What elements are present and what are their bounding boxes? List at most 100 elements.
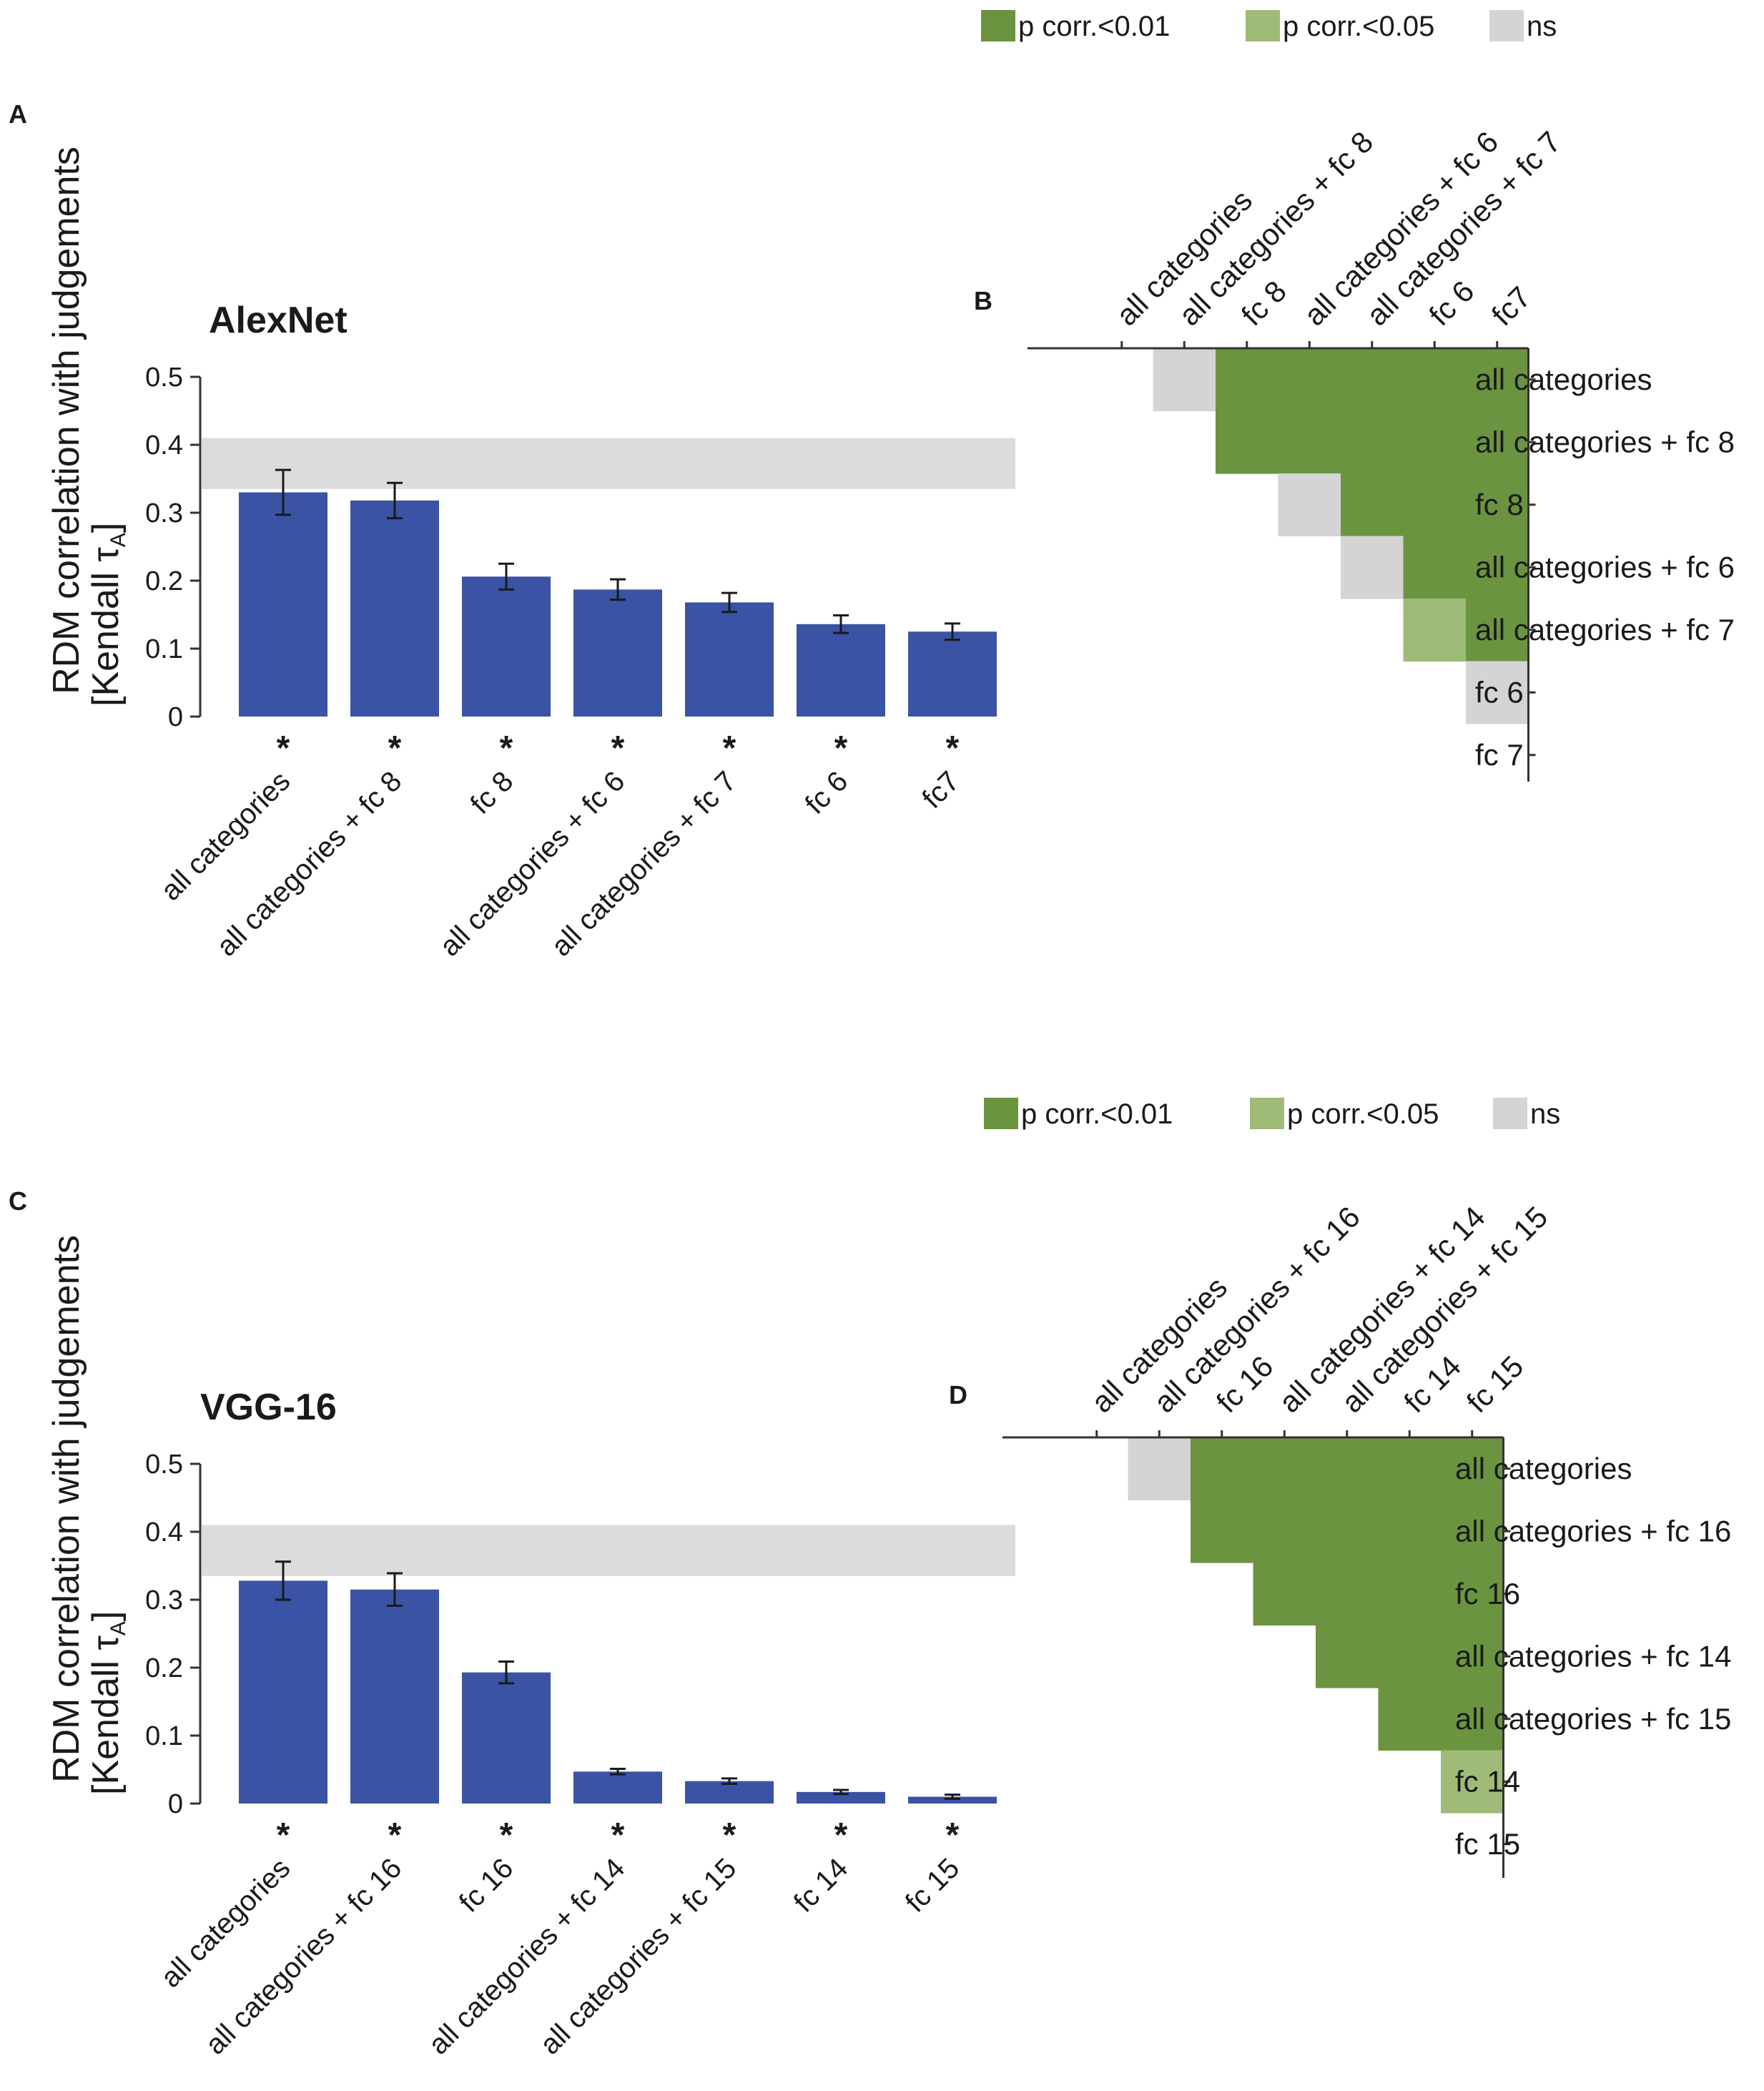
y-axis-label-units: [Kendall τA] bbox=[85, 1611, 130, 1795]
matrix-cell bbox=[1466, 661, 1529, 724]
noise-ceiling-band bbox=[202, 438, 1015, 489]
y-tick-label: 0.2 bbox=[145, 1653, 183, 1683]
matrix-row-label: all categories + fc 14 bbox=[1455, 1639, 1731, 1673]
matrix-row-label: all categories + fc 6 bbox=[1475, 550, 1735, 584]
y-axis-units-text: [Kendall τ bbox=[85, 547, 127, 707]
matrix-cell bbox=[1253, 1500, 1316, 1563]
legend-label: p corr.<0.05 bbox=[1287, 1098, 1439, 1130]
significance-star: * bbox=[611, 1816, 625, 1854]
legend-swatch bbox=[984, 1098, 1018, 1129]
matrix-cell bbox=[1191, 1500, 1254, 1563]
matrix-column-label: fc7 bbox=[1485, 280, 1537, 333]
matrix-row-label: fc 15 bbox=[1455, 1827, 1520, 1861]
x-tick-label: all categories + fc 8 bbox=[211, 765, 408, 963]
y-tick-label: 0.4 bbox=[145, 1517, 183, 1548]
x-tick-label: all categories + fc 6 bbox=[434, 765, 631, 963]
matrix-cell bbox=[1341, 348, 1404, 412]
panel-letter: A bbox=[9, 99, 27, 129]
significance-star: * bbox=[723, 1816, 736, 1854]
chart-title: VGG-16 bbox=[200, 1387, 337, 1428]
y-tick-label: 0 bbox=[168, 702, 183, 732]
matrix-cell bbox=[1441, 1688, 1504, 1751]
matrix-cell bbox=[1316, 1625, 1379, 1688]
significance-matrix-b: Bp corr.<0.01 p corr.<0.05 ns all categorie… bbox=[974, 10, 1735, 782]
matrix-cell bbox=[1466, 473, 1529, 537]
matrix-cell bbox=[1441, 1500, 1504, 1563]
matrix-row-label: all categories + fc 8 bbox=[1475, 425, 1735, 458]
y-axis-label-units: [Kendall τA] bbox=[85, 523, 130, 707]
x-tick-label: fc 6 bbox=[799, 765, 854, 820]
legend-label: ns bbox=[1530, 1098, 1560, 1130]
x-tick-label: all categories + fc 14 bbox=[423, 1852, 631, 2060]
x-tick-label: fc 8 bbox=[465, 765, 520, 820]
panel-letter: D bbox=[949, 1380, 967, 1409]
matrix-cell bbox=[1278, 410, 1341, 474]
matrix-cell bbox=[1216, 410, 1279, 474]
bar bbox=[239, 492, 327, 717]
matrix-row-label: all categories + fc 7 bbox=[1475, 613, 1735, 646]
matrix-cell bbox=[1253, 1563, 1316, 1626]
matrix-cell bbox=[1378, 1563, 1442, 1626]
legend-swatch bbox=[981, 10, 1015, 41]
significance-star: * bbox=[611, 729, 625, 767]
significance-star: * bbox=[834, 1816, 848, 1854]
matrix-cell bbox=[1378, 1625, 1442, 1688]
legend-label: p corr.<0.01 bbox=[1018, 11, 1170, 42]
bar bbox=[797, 1791, 885, 1804]
bar-chart-c: C VGG-16 0 0.1 0.2 0.3 0.4 0.5 RDM correlation w… bbox=[9, 1186, 1015, 2061]
matrix-cell bbox=[1466, 536, 1529, 599]
significance-star: * bbox=[500, 729, 513, 767]
y-axis-units-subscript: A bbox=[107, 1621, 130, 1635]
matrix-cell bbox=[1441, 1437, 1504, 1501]
x-tick-label: fc 14 bbox=[788, 1852, 854, 1918]
legend-label: p corr.<0.05 bbox=[1283, 11, 1434, 42]
matrix-cell bbox=[1278, 348, 1341, 412]
significance-star: * bbox=[500, 1816, 513, 1854]
legend-swatch bbox=[1493, 1098, 1527, 1129]
y-tick-label: 0 bbox=[168, 1789, 183, 1819]
bar bbox=[797, 624, 885, 717]
matrix-cell bbox=[1316, 1563, 1379, 1626]
bar bbox=[350, 1589, 439, 1804]
matrix-cell bbox=[1316, 1437, 1379, 1501]
matrix-row-label: all categories + fc 16 bbox=[1455, 1514, 1731, 1548]
y-tick-label: 0.3 bbox=[145, 1585, 183, 1615]
y-tick-label: 0.5 bbox=[145, 1450, 183, 1480]
matrix-row-label: fc 16 bbox=[1455, 1577, 1520, 1610]
matrix-cell bbox=[1316, 1500, 1379, 1563]
matrix-cell bbox=[1441, 1563, 1504, 1626]
significance-star: * bbox=[277, 729, 290, 767]
legend-label: ns bbox=[1527, 11, 1557, 42]
matrix-cell bbox=[1378, 1500, 1442, 1563]
matrix-cell bbox=[1403, 473, 1467, 537]
bar bbox=[462, 1672, 551, 1804]
panel-letter: C bbox=[9, 1186, 27, 1216]
matrix-cell bbox=[1341, 473, 1404, 537]
matrix-cell bbox=[1341, 410, 1404, 474]
x-tick-label: all categories + fc 7 bbox=[546, 765, 743, 963]
y-axis-units-subscript: A bbox=[107, 533, 130, 547]
chart-title: AlexNet bbox=[209, 300, 348, 341]
matrix-cell bbox=[1153, 348, 1216, 412]
matrix-cell bbox=[1378, 1688, 1442, 1751]
matrix-cell bbox=[1253, 1437, 1316, 1501]
bar bbox=[462, 576, 551, 717]
y-tick-label: 0.3 bbox=[145, 498, 183, 528]
significance-star: * bbox=[834, 729, 848, 767]
y-tick-label: 0.4 bbox=[145, 431, 183, 461]
x-tick-label: fc7 bbox=[917, 765, 966, 815]
significance-star: * bbox=[946, 1816, 960, 1854]
significance-star: * bbox=[946, 729, 960, 767]
y-axis-label: RDM correlation with judgements bbox=[46, 1235, 87, 1783]
x-tick-label: all categories + fc 16 bbox=[199, 1852, 408, 2060]
legend-label: p corr.<0.01 bbox=[1021, 1098, 1173, 1130]
bar-chart-a: A AlexNet 0 0.1 0.2 0.3 0.4 0.5 RDM correlation … bbox=[9, 99, 1015, 963]
matrix-column-label: fc 15 bbox=[1460, 1349, 1530, 1420]
x-tick-label: fc 16 bbox=[453, 1852, 519, 1918]
matrix-row-label: all categories bbox=[1455, 1452, 1632, 1485]
matrix-cell bbox=[1128, 1437, 1191, 1501]
matrix-cell bbox=[1378, 1437, 1442, 1501]
panel-letter: B bbox=[974, 286, 992, 315]
matrix-cell bbox=[1191, 1437, 1254, 1501]
